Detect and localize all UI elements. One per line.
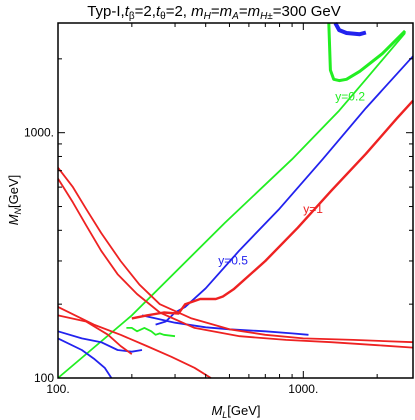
series-y-0-2-line-0 (57, 32, 406, 379)
tick-layer: 100. 1000. 100 1000. (24, 23, 413, 396)
x-tick-label-1: 1000. (288, 382, 318, 396)
series-label-y-0-5: y=0.5 (218, 254, 248, 268)
plot-frame (57, 22, 414, 379)
y-axis-label: MN[GeV] (6, 175, 23, 226)
series-y-0-5-line-3 (155, 55, 414, 326)
chart-title: Typ-I,tβ=2,tθ=2, mH=mA=mH±=300 GeV (87, 3, 341, 22)
series-y-1-line-3 (57, 306, 212, 379)
series-y-0-5-line-1 (57, 337, 113, 379)
x-tick-label-0: 100. (46, 382, 69, 396)
series-y-1-line-4 (131, 99, 414, 320)
series-y-0-5-line-0 (57, 330, 143, 353)
series-y-0-2-line-1 (126, 326, 176, 338)
series-y-1-line-2 (57, 314, 133, 355)
series-y-0-2-line-2 (327, 22, 407, 83)
series-label-y-1: y=1 (303, 202, 323, 216)
y-tick-label-1: 1000. (24, 126, 54, 140)
y-tick-label-0: 100 (34, 371, 54, 385)
series-y-0-5-line-2 (141, 314, 309, 336)
series-layer: y=0.2 y=0.5 y=1 (57, 22, 414, 379)
series-y-1-line-0 (57, 167, 414, 344)
series-y-0-5-line-4 (333, 22, 367, 37)
series-label-y-0-2: y=0.2 (335, 90, 365, 104)
x-axis-label: ML[GeV] (211, 403, 260, 420)
